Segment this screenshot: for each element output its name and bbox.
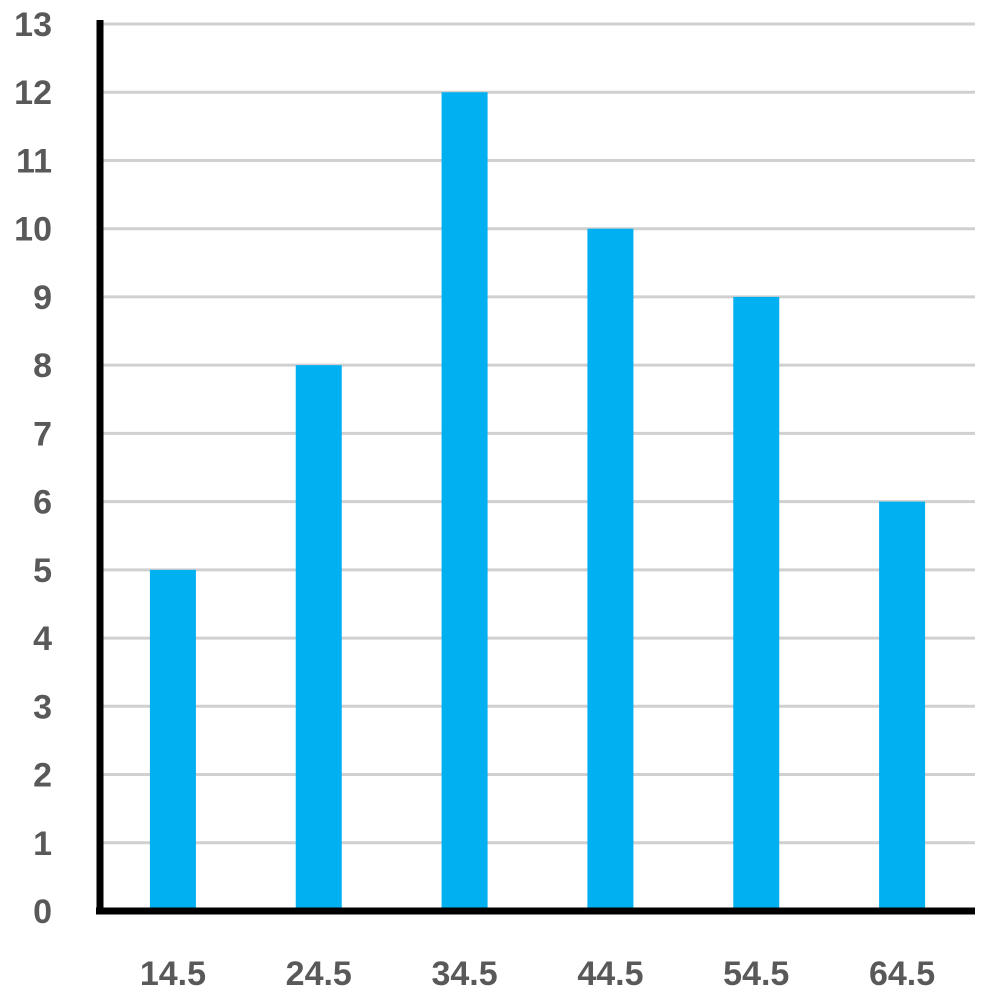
x-tick-label: 24.5 bbox=[286, 955, 352, 993]
bar-34.5 bbox=[441, 92, 488, 911]
y-tick-label: 1 bbox=[33, 825, 52, 863]
y-tick-label: 6 bbox=[33, 484, 52, 522]
bar-54.5 bbox=[733, 296, 780, 911]
bars bbox=[149, 92, 926, 912]
gridlines bbox=[100, 22, 975, 845]
y-tick-label: 0 bbox=[33, 893, 52, 931]
y-tick-label: 2 bbox=[33, 757, 52, 795]
y-tick-label: 10 bbox=[14, 211, 52, 249]
bar-64.5 bbox=[879, 501, 926, 911]
bar-24.5 bbox=[295, 365, 342, 912]
y-tick-label: 9 bbox=[33, 279, 52, 317]
x-tick-label: 54.5 bbox=[723, 955, 789, 993]
y-tick-label: 13 bbox=[14, 6, 52, 44]
axes bbox=[96, 20, 975, 915]
y-tick-label: 3 bbox=[33, 688, 52, 726]
bar-44.5 bbox=[587, 228, 634, 911]
x-tick-labels: 14.5 24.5 34.5 44.5 54.5 64.5 bbox=[140, 955, 935, 993]
y-tick-label: 4 bbox=[33, 620, 52, 658]
y-tick-label: 7 bbox=[33, 415, 52, 453]
y-tick-label: 5 bbox=[33, 552, 52, 590]
y-tick-label: 11 bbox=[16, 142, 52, 180]
x-tick-label: 44.5 bbox=[577, 955, 643, 993]
x-tick-label: 34.5 bbox=[431, 955, 497, 993]
y-tick-label: 12 bbox=[14, 74, 52, 112]
y-tick-label: 8 bbox=[33, 347, 52, 385]
x-tick-label: 14.5 bbox=[140, 955, 206, 993]
bar-14.5 bbox=[149, 569, 196, 911]
x-tick-label: 64.5 bbox=[869, 955, 935, 993]
